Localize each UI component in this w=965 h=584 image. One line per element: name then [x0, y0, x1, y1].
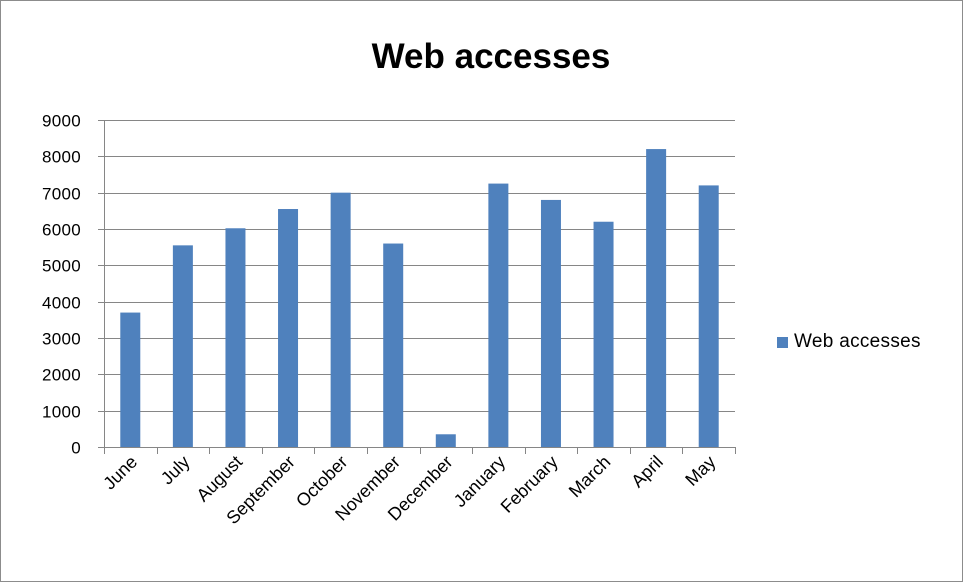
y-tick-label: 5000	[42, 257, 81, 276]
bar	[435, 434, 456, 447]
bar	[593, 221, 614, 447]
x-tick-label: March	[565, 452, 615, 502]
y-tick-label: 8000	[42, 148, 81, 167]
bar	[698, 185, 719, 447]
bar	[120, 312, 141, 447]
bar	[383, 243, 404, 447]
y-tick-label: 4000	[42, 294, 81, 313]
y-tick-label: 6000	[42, 221, 81, 240]
bar	[278, 209, 299, 447]
x-tick-label: June	[99, 452, 141, 494]
legend-swatch	[777, 336, 788, 348]
legend-label: Web accesses	[794, 331, 921, 352]
bar	[540, 199, 561, 447]
y-tick-label: 1000	[42, 403, 81, 422]
bar	[225, 228, 246, 447]
y-tick-label: 2000	[42, 366, 81, 385]
y-tick-label: 3000	[42, 330, 81, 349]
bar	[646, 149, 667, 448]
x-tick-label: April	[627, 452, 667, 492]
bar	[330, 192, 351, 447]
legend: Web accesses	[777, 331, 921, 353]
x-tick-label: February	[497, 452, 562, 517]
y-tick-label: 9000	[42, 112, 81, 131]
x-tick-label: May	[681, 452, 719, 490]
y-tick-label: 0	[71, 439, 81, 458]
x-tick-label: July	[157, 452, 194, 489]
bar	[172, 245, 193, 447]
y-tick-label: 7000	[42, 185, 81, 204]
chart-title: Web accesses	[371, 37, 611, 76]
bar	[488, 183, 509, 448]
